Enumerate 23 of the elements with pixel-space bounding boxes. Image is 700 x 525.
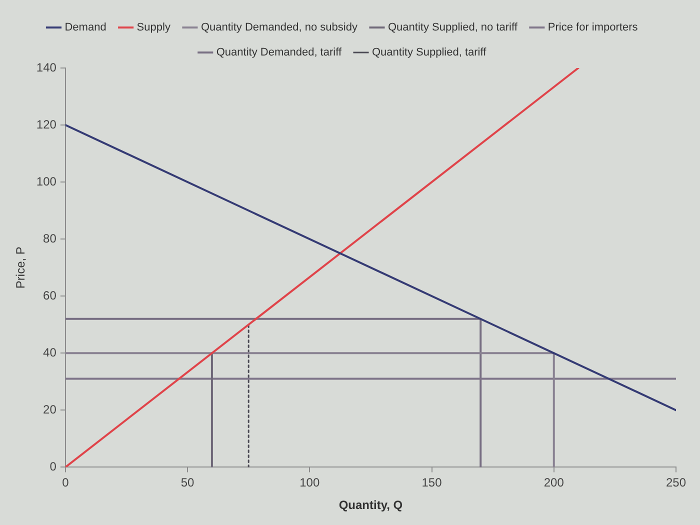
y-tick-label: 60 — [43, 288, 57, 302]
legend-label: Quantity Demanded, tariff — [216, 46, 342, 59]
y-tick-label: 40 — [43, 345, 57, 360]
y-axis-title: Price, P — [14, 246, 28, 289]
y-tick-label: 0 — [50, 460, 57, 474]
legend-label: Quantity Supplied, no tariff — [388, 22, 518, 34]
y-tick-label: 80 — [43, 231, 57, 246]
legend-label: Supply — [136, 22, 171, 34]
x-tick-label: 200 — [544, 476, 564, 490]
legend-label: Demand — [64, 22, 106, 34]
legend-label: Quantity Demanded, no subsidy — [200, 22, 358, 34]
y-tick-label: 20 — [43, 402, 57, 416]
legend-label: Price for importers — [548, 22, 638, 34]
x-axis-title: Quantity, Q — [338, 498, 403, 512]
x-tick-label: 100 — [300, 476, 320, 490]
legend-label: Quantity Supplied, tariff — [372, 46, 488, 59]
x-tick-label: 250 — [666, 476, 686, 490]
x-tick-label: 150 — [422, 476, 442, 490]
y-tick-label: 120 — [36, 117, 57, 132]
y-tick-label: 100 — [36, 174, 57, 188]
y-tick-label: 140 — [36, 60, 57, 74]
x-tick-label: 0 — [62, 476, 70, 490]
x-tick-label: 50 — [180, 476, 195, 490]
